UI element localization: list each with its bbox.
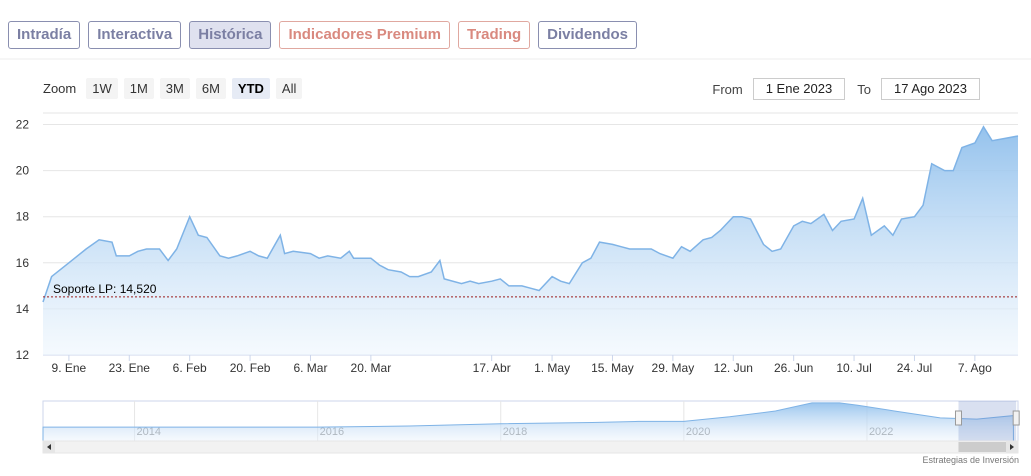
support-label: Soporte LP: 14,520 <box>53 282 157 296</box>
tab-indicadores-premium[interactable]: Indicadores Premium <box>279 21 450 49</box>
tab-interactiva[interactable]: Interactiva <box>88 21 182 49</box>
x-tick-label: 10. Jul <box>836 361 871 375</box>
chevron-left-icon <box>47 444 51 450</box>
zoom-bar: Zoom 1W 1M 3M 6M YTD All <box>43 78 303 99</box>
x-tick-label: 24. Jul <box>897 361 932 375</box>
navigator-handle <box>954 410 962 426</box>
y-tick-label: 22 <box>16 118 30 132</box>
chevron-right-icon <box>1010 444 1014 450</box>
zoom-label: Zoom <box>43 81 77 96</box>
zoom-6m-button[interactable]: 6M <box>195 78 226 99</box>
to-label: To <box>857 81 871 97</box>
navigator-selection <box>958 401 1017 441</box>
scrollbar-thumb <box>958 442 1017 452</box>
tab-trading[interactable]: Trading <box>458 21 531 49</box>
navigator-area <box>42 402 1014 442</box>
chart-tabs: Intradía Interactiva Histórica Indicadores … <box>8 21 638 49</box>
x-tick-label: 6. Feb <box>173 361 207 375</box>
from-label: From <box>712 81 743 97</box>
navigator-handle <box>1012 410 1020 426</box>
x-tick-label: 20. Mar <box>351 361 392 375</box>
x-tick-label: 15. May <box>591 361 634 375</box>
y-tick-label: 18 <box>16 210 30 224</box>
to-input[interactable]: 17 Ago 2023 <box>880 78 980 100</box>
zoom-3m-button[interactable]: 3M <box>159 78 190 99</box>
y-tick-label: 16 <box>16 256 30 270</box>
x-tick-label: 9. Ene <box>52 361 87 375</box>
x-tick-label: 23. Ene <box>109 361 151 375</box>
scrollbar-track <box>42 440 1019 454</box>
from-input[interactable]: 1 Ene 2023 <box>752 78 846 100</box>
credits: Estrategias de Inversión <box>922 455 1019 465</box>
x-tick-label: 6. Mar <box>293 361 327 375</box>
x-tick-label: 1. May <box>534 361 570 375</box>
tab-hist-rica[interactable]: Histórica <box>189 21 272 49</box>
x-tick-label: 26. Jun <box>774 361 813 375</box>
zoom-1m-button[interactable]: 1M <box>123 78 154 99</box>
x-tick-label: 12. Jun <box>714 361 753 375</box>
x-tick-label: 7. Ago <box>958 361 992 375</box>
tab-dividendos[interactable]: Dividendos <box>538 21 638 49</box>
date-range: From 1 Ene 2023 To 17 Ago 2023 <box>712 78 980 100</box>
zoom-ytd-button[interactable]: YTD <box>231 78 270 99</box>
zoom-all-button[interactable]: All <box>275 78 303 99</box>
y-tick-label: 20 <box>16 164 30 178</box>
x-tick-label: 17. Abr <box>473 361 511 375</box>
y-tick-label: 12 <box>16 348 30 362</box>
y-tick-label: 14 <box>16 302 30 316</box>
x-tick-label: 29. May <box>652 361 695 375</box>
tab-intrad-a[interactable]: Intradía <box>8 21 81 49</box>
price-area <box>43 126 1018 355</box>
x-tick-label: 20. Feb <box>230 361 271 375</box>
zoom-1w-button[interactable]: 1W <box>86 78 118 99</box>
price-line <box>42 125 1019 303</box>
